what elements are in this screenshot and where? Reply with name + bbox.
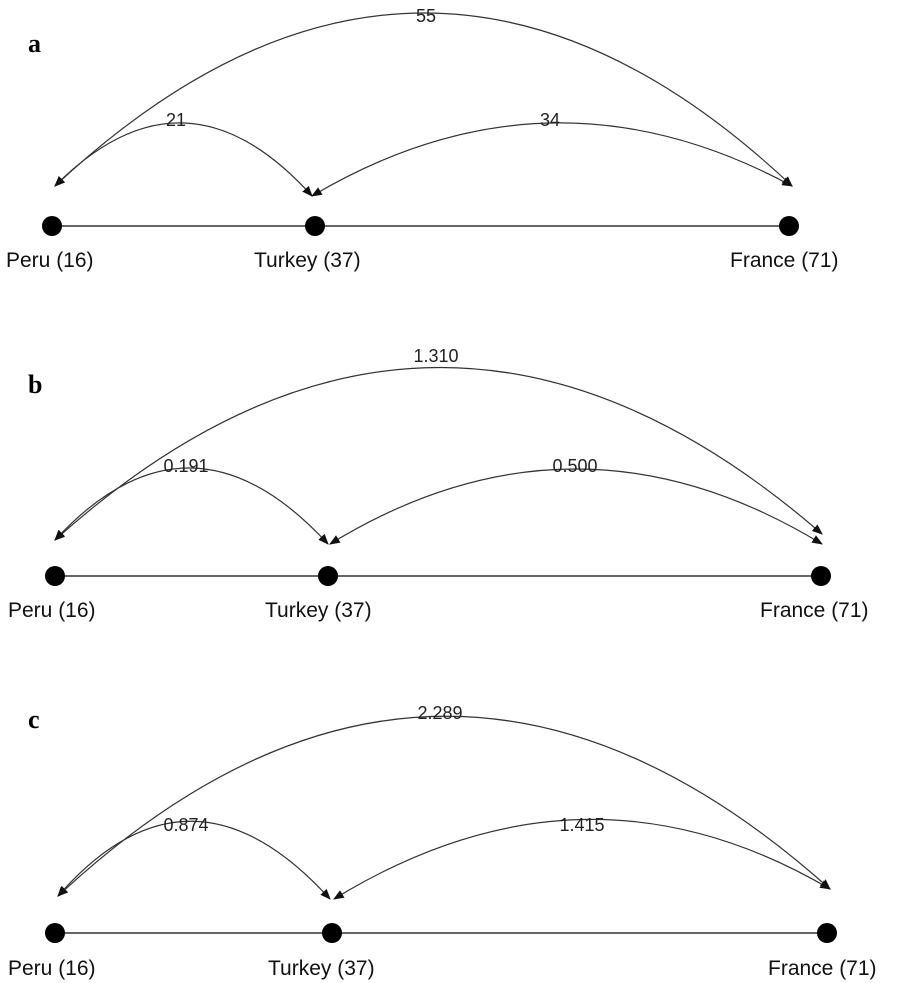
- node-turkey: [322, 923, 342, 943]
- node-label-turkey: Turkey (37): [265, 599, 372, 622]
- node-peru: [42, 216, 62, 236]
- node-label-turkey: Turkey (37): [268, 957, 375, 980]
- node-turkey: [318, 566, 338, 586]
- panel-letter: b: [28, 370, 42, 399]
- arc-peru-turkey: [54, 467, 329, 545]
- arc-label-turkey-france: 1.415: [559, 815, 604, 835]
- arc-peru-france: [54, 12, 793, 187]
- arc-label-turkey-france: 0.500: [552, 456, 597, 476]
- panel-letter: c: [28, 705, 40, 734]
- arc-label-peru-turkey: 0.191: [163, 456, 208, 476]
- arc-peru-turkey: [57, 820, 331, 900]
- panel-a: a 21 34 55 Peru (16) Turkey (37) France (71): [6, 6, 839, 272]
- node-peru: [45, 566, 65, 586]
- node-label-france: France (71): [768, 957, 877, 980]
- node-turkey: [305, 216, 325, 236]
- node-label-peru: Peru (16): [8, 599, 96, 622]
- arc-turkey-france: [311, 122, 793, 197]
- arc-label-peru-france: 2.289: [417, 703, 462, 723]
- node-france: [817, 923, 837, 943]
- arc-peru-turkey: [54, 122, 313, 197]
- arc-turkey-france: [333, 818, 831, 900]
- node-label-turkey: Turkey (37): [254, 249, 361, 272]
- node-france: [779, 216, 799, 236]
- arc-label-peru-france: 1.310: [413, 346, 458, 366]
- arc-turkey-france: [329, 468, 823, 545]
- panel-letter: a: [28, 29, 41, 58]
- arc-peru-france: [54, 366, 823, 541]
- node-label-peru: Peru (16): [6, 249, 94, 272]
- panel-b: b 0.191 0.500 1.310 Peru (16) Turkey (37) Fran…: [8, 346, 869, 622]
- panel-c: c 0.874 1.415 2.289 Peru (16) Turkey (37) Fran…: [8, 703, 877, 980]
- node-label-france: France (71): [760, 599, 869, 622]
- node-france: [811, 566, 831, 586]
- arc-peru-france: [57, 715, 831, 897]
- arc-label-peru-turkey: 21: [166, 110, 186, 130]
- node-label-peru: Peru (16): [8, 957, 96, 980]
- node-peru: [45, 923, 65, 943]
- arc-label-turkey-france: 34: [540, 110, 560, 130]
- arc-label-peru-france: 55: [416, 6, 436, 26]
- node-label-france: France (71): [730, 249, 839, 272]
- arc-label-peru-turkey: 0.874: [163, 815, 208, 835]
